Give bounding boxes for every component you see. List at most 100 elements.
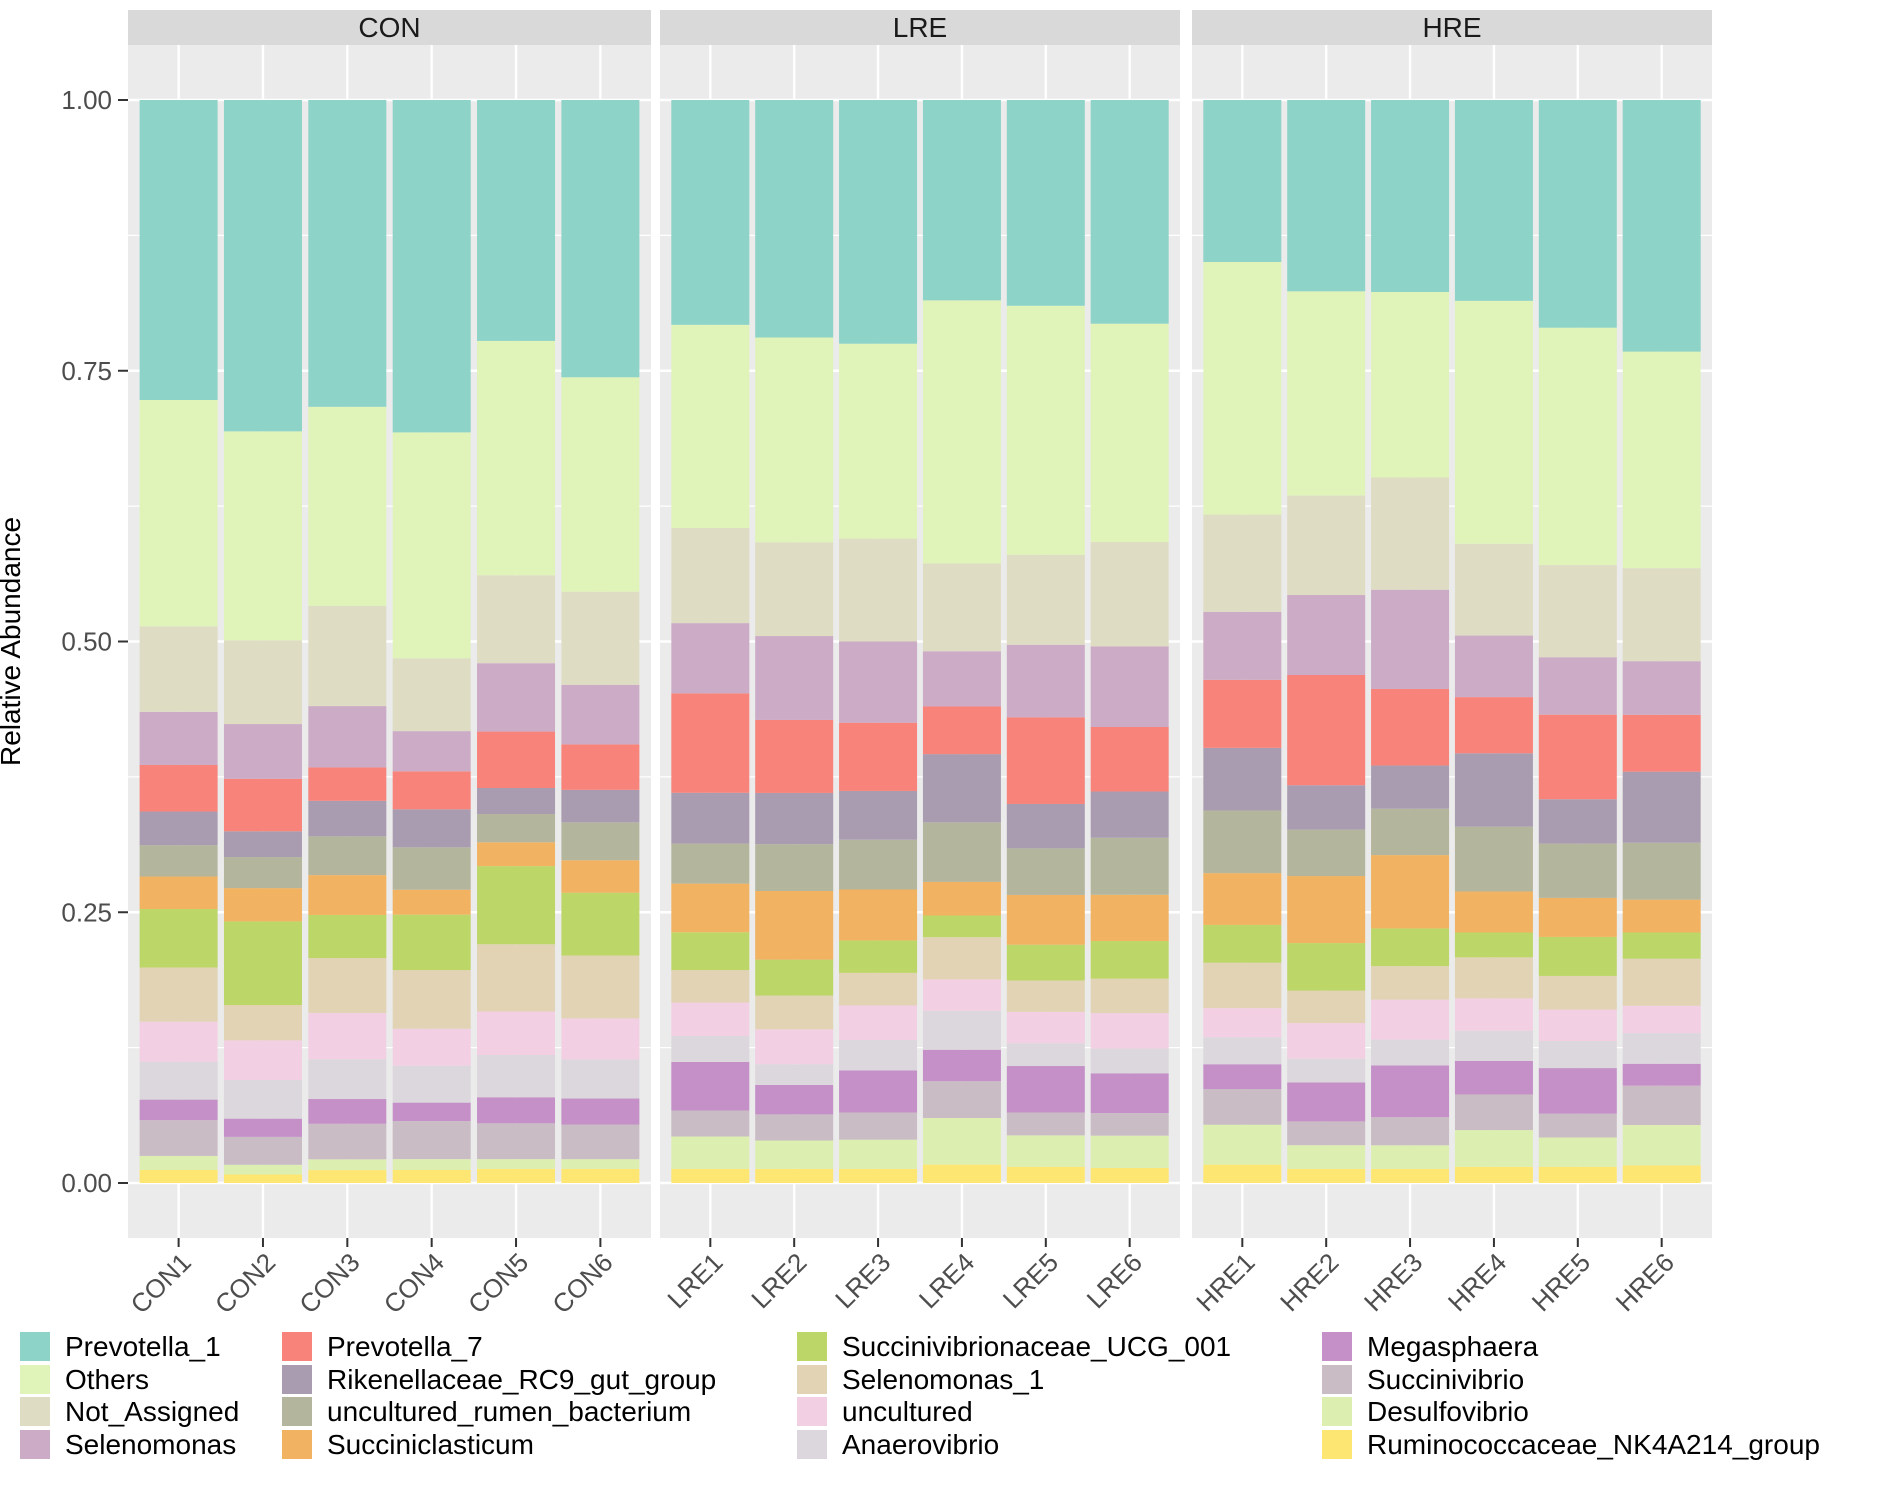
bar-segment-lre5-prevotella_7 <box>1006 717 1085 804</box>
bar-segment-con4-uncultured_rumen_bacterium <box>392 847 471 890</box>
bar-segment-con4-ruminococcaceae_nk4a214_group <box>392 1169 471 1183</box>
bar-segment-lre4-ruminococcaceae_nk4a214_group <box>922 1164 1001 1183</box>
bar-segment-hre3-desulfovibrio <box>1371 1145 1450 1169</box>
bar-segment-con5-uncultured <box>477 1011 556 1055</box>
bar-segment-con2-anaerovibrio <box>223 1080 302 1119</box>
bar-segment-lre6-megasphaera <box>1090 1073 1169 1114</box>
bar-segment-hre6-megasphaera <box>1622 1063 1701 1086</box>
bar-segment-hre5-uncultured_rumen_bacterium <box>1538 843 1617 898</box>
bar-segment-con1-selenomonas <box>139 711 218 765</box>
bar-segment-lre4-succinivibrionaceae_ucg_001 <box>922 915 1001 938</box>
x-tick-label: HRE5 <box>1526 1247 1596 1317</box>
bar-segment-hre5-not_assigned <box>1538 565 1617 658</box>
panel-strip-label: HRE <box>1422 12 1481 43</box>
x-tick-label: CON4 <box>378 1247 450 1319</box>
bar-segment-lre1-prevotella_7 <box>671 693 750 793</box>
legend-swatch-desulfovibrio <box>1322 1397 1352 1426</box>
bar-segment-lre1-succiniclasticum <box>671 883 750 933</box>
bar-segment-lre4-prevotella_1 <box>922 100 1001 301</box>
bar-segment-hre3-ruminococcaceae_nk4a214_group <box>1371 1168 1450 1183</box>
bar-segment-lre5-megasphaera <box>1006 1066 1085 1113</box>
bar-segment-hre6-succinivibrionaceae_ucg_001 <box>1622 932 1701 959</box>
panel-lre: LRE LRE1 LRE2 LRE3 LRE4 LRE5 LRE6 <box>660 10 1180 1314</box>
y-tick-label: 0.00 <box>61 1168 112 1198</box>
legend-label: Prevotella_1 <box>65 1331 221 1362</box>
bar-segment-con4-others <box>392 432 471 659</box>
bar-segment-lre5-anaerovibrio <box>1006 1043 1085 1067</box>
bar-segment-hre3-anaerovibrio <box>1371 1039 1450 1066</box>
bar-segment-con1-others <box>139 399 218 627</box>
y-tick-label: 0.75 <box>61 356 112 386</box>
bar-segment-hre2-anaerovibrio <box>1287 1058 1366 1083</box>
bar-segment-lre1-others <box>671 324 750 529</box>
legend-swatch-succinivibrionaceae_ucg_001 <box>797 1332 827 1361</box>
bar-segment-hre4-uncultured <box>1454 998 1533 1031</box>
bar-segment-con3-anaerovibrio <box>308 1059 387 1100</box>
bar-segment-lre2-uncultured_rumen_bacterium <box>755 844 834 892</box>
bar-segment-hre1-ruminococcaceae_nk4a214_group <box>1203 1164 1282 1183</box>
bar-segment-con2-rikenellaceae_rc9_gut_group <box>223 831 302 858</box>
bar-segment-con3-succiniclasticum <box>308 875 387 915</box>
panel-strip-label: LRE <box>893 12 947 43</box>
legend-label: Succinivibrionaceae_UCG_001 <box>842 1331 1231 1362</box>
legend-swatch-prevotella_7 <box>282 1332 312 1361</box>
bar-segment-hre2-desulfovibrio <box>1287 1145 1366 1169</box>
bar-segment-lre1-rikenellaceae_rc9_gut_group <box>671 792 750 844</box>
bar-segment-lre3-uncultured_rumen_bacterium <box>839 839 918 890</box>
bar-segment-con3-succinivibrionaceae_ucg_001 <box>308 914 387 959</box>
bar-segment-con6-selenomonas_1 <box>561 955 640 1019</box>
bar-segment-con6-megasphaera <box>561 1098 640 1125</box>
bar-segment-lre3-megasphaera <box>839 1070 918 1113</box>
bar-segment-con2-succiniclasticum <box>223 888 302 922</box>
bar-segment-con6-anaerovibrio <box>561 1059 640 1099</box>
bar-segment-hre1-not_assigned <box>1203 514 1282 612</box>
legend-label: Prevotella_7 <box>327 1331 483 1362</box>
bar-segment-con3-desulfovibrio <box>308 1159 387 1171</box>
bar-segment-con3-megasphaera <box>308 1099 387 1124</box>
bar-segment-hre4-others <box>1454 300 1533 544</box>
bar-segment-con3-selenomonas <box>308 706 387 768</box>
bar-segment-hre6-anaerovibrio <box>1622 1033 1701 1064</box>
bar-segment-hre1-succiniclasticum <box>1203 873 1282 925</box>
bar-segment-hre1-selenomonas <box>1203 611 1282 680</box>
bar-segment-con4-anaerovibrio <box>392 1065 471 1103</box>
legend-swatch-succiniclasticum <box>282 1430 312 1459</box>
legend-label: Selenomonas_1 <box>842 1364 1044 1395</box>
bar-segment-con5-prevotella_7 <box>477 731 556 788</box>
bar-segment-con3-succinivibrio <box>308 1123 387 1160</box>
bar-segment-lre4-megasphaera <box>922 1049 1001 1082</box>
bar-segment-hre4-succinivibrio <box>1454 1094 1533 1131</box>
bar-segment-con1-succinivibrio <box>139 1120 218 1156</box>
x-tick-label: CON2 <box>209 1247 281 1319</box>
bar-segment-hre2-selenomonas <box>1287 595 1366 676</box>
x-tick-label: LRE3 <box>829 1247 896 1314</box>
bar-segment-hre2-rikenellaceae_rc9_gut_group <box>1287 785 1366 830</box>
bar-segment-hre3-succiniclasticum <box>1371 855 1450 929</box>
x-tick-label: HRE3 <box>1358 1247 1428 1317</box>
legend-swatch-uncultured_rumen_bacterium <box>282 1397 312 1426</box>
bar-segment-hre1-others <box>1203 261 1282 515</box>
bar-segment-lre4-selenomonas_1 <box>922 937 1001 980</box>
x-tick-label: LRE1 <box>661 1247 728 1314</box>
bar-segment-lre6-uncultured_rumen_bacterium <box>1090 837 1169 895</box>
bar-segment-lre1-uncultured <box>671 1002 750 1037</box>
panel-strip-label: CON <box>358 12 420 43</box>
bar-segment-lre1-succinivibrionaceae_ucg_001 <box>671 932 750 971</box>
bar-segment-hre1-uncultured_rumen_bacterium <box>1203 810 1282 874</box>
bar-segment-lre2-megasphaera <box>755 1084 834 1115</box>
bar-segment-con5-prevotella_1 <box>477 100 556 341</box>
bar-segment-con3-uncultured <box>308 1012 387 1060</box>
bar-segment-lre3-uncultured <box>839 1005 918 1041</box>
bar-segment-hre6-uncultured_rumen_bacterium <box>1622 842 1701 900</box>
bar-segment-hre4-selenomonas_1 <box>1454 957 1533 999</box>
bar-segment-con5-uncultured_rumen_bacterium <box>477 814 556 843</box>
bar-segment-con4-uncultured <box>392 1028 471 1066</box>
bar-segment-hre1-selenomonas_1 <box>1203 962 1282 1009</box>
bar-segment-hre2-not_assigned <box>1287 495 1366 596</box>
bar-segment-con3-uncultured_rumen_bacterium <box>308 836 387 876</box>
bar-segment-hre6-not_assigned <box>1622 568 1701 662</box>
bar-segment-hre2-ruminococcaceae_nk4a214_group <box>1287 1168 1366 1183</box>
bar-segment-lre5-uncultured_rumen_bacterium <box>1006 848 1085 895</box>
bar-segment-lre5-uncultured <box>1006 1011 1085 1044</box>
bar-segment-con3-rikenellaceae_rc9_gut_group <box>308 800 387 837</box>
